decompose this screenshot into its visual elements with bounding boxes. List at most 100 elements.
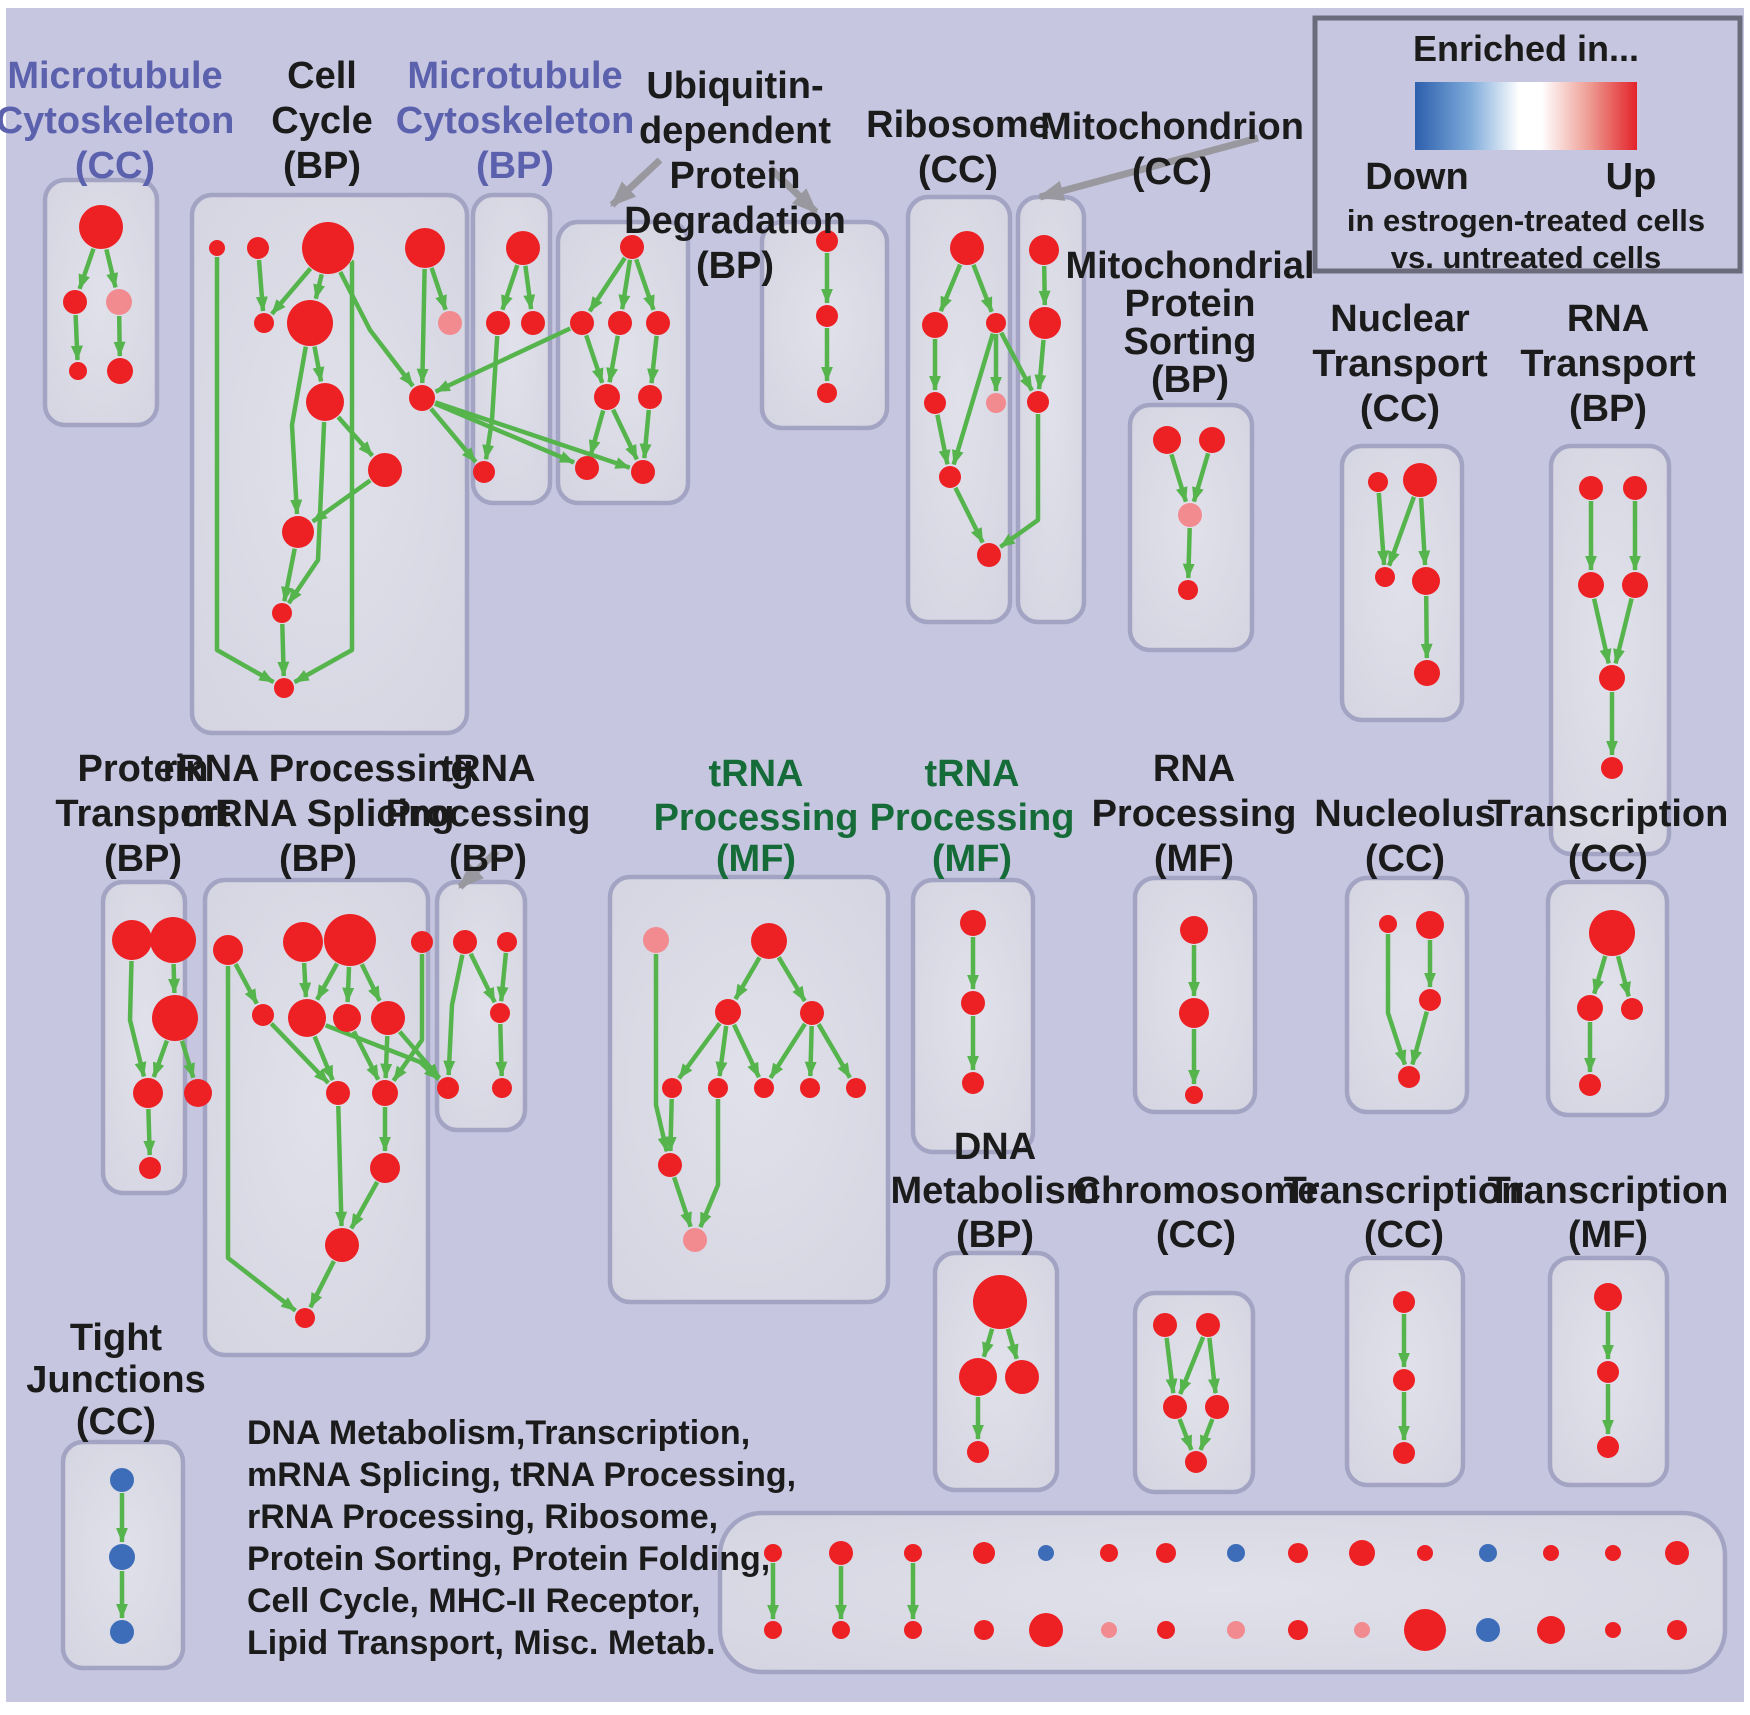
go-term-node-protein_transport-2 — [152, 995, 198, 1041]
legend-context-line-2: vs. untreated cells — [1391, 240, 1662, 275]
cluster-label-trna-processing-bp-line-2: (BP) — [449, 838, 527, 880]
cross-edge-ribosome-to-mitochondrion — [999, 331, 1034, 392]
go-term-node-summary-4 — [1038, 1545, 1054, 1561]
cluster-label-tight-junctions-cc-line-2: (CC) — [76, 1401, 156, 1443]
cluster-label-ubiquitin-bp-line-4: (BP) — [696, 245, 774, 287]
cluster-label-nuclear-transport-cc-line-1: Transport — [1312, 343, 1488, 385]
go-term-node-trna_mf_2-1 — [961, 991, 985, 1015]
cluster-label-transcription-cc-2-line-0: Transcription — [1284, 1170, 1525, 1212]
go-term-node-cell_cycle-9 — [282, 516, 314, 548]
legend-down-label: Down — [1365, 156, 1468, 198]
cluster-label-tight-junctions-cc-line-0: Tight — [70, 1317, 163, 1359]
go-term-node-rrna_processing-12 — [295, 1308, 315, 1328]
edge-cell_cycle — [255, 259, 268, 312]
edge-rrna_processing — [308, 1260, 336, 1309]
go-term-node-mps-3 — [1178, 580, 1198, 600]
go-term-node-cell_cycle-1 — [247, 237, 269, 259]
go-term-node-summary-19 — [1029, 1613, 1063, 1647]
edge-chromosome — [1198, 1418, 1215, 1451]
cluster-label-mitochondrial-protein-sorting-bp-line-1: Protein — [1125, 283, 1256, 325]
edge-ribosome — [971, 263, 994, 313]
go-term-node-summary-2 — [904, 1544, 922, 1562]
edge-trna_bp — [443, 954, 465, 1076]
go-term-node-nuclear_transport-2 — [1375, 567, 1395, 587]
go-term-node-nuclear_transport-1 — [1403, 463, 1437, 497]
cluster-label-rna-processing-mf-line-0: RNA — [1153, 748, 1235, 790]
edge-trna_mf_1 — [653, 954, 670, 1153]
go-term-node-cell_cycle-11 — [274, 678, 294, 698]
edge-rrna_processing — [233, 963, 259, 1005]
edge-cell_cycle — [311, 478, 372, 524]
go-term-node-nucleolus-3 — [1398, 1066, 1420, 1088]
edge-microtubule_cc — [113, 315, 126, 357]
edges-layer — [70, 247, 1641, 1620]
go-term-node-rna_mf-0 — [1180, 916, 1208, 944]
go-term-node-mps-0 — [1153, 426, 1181, 454]
cluster-label-ubiquitin-bp-line-1: dependent — [639, 110, 831, 152]
go-term-node-rna_mf-2 — [1185, 1086, 1203, 1104]
go-term-node-rna_transport-1 — [1623, 476, 1647, 500]
go-term-node-transcription_cc_2-2 — [1393, 1442, 1415, 1464]
go-term-node-transcription_cc_1-1 — [1577, 995, 1603, 1021]
edge-microtubule_cc — [104, 248, 119, 289]
cluster-label-trna-processing-bp-line-0: tRNA — [441, 748, 536, 790]
cluster-label-dna-metabolism-bp-line-2: (BP) — [956, 1214, 1034, 1256]
cluster-box-chromosome — [1132, 1290, 1256, 1495]
cluster-label-mitochondrial-protein-sorting-bp-line-2: Sorting — [1124, 321, 1257, 363]
go-term-node-trna_mf_1-10 — [683, 1228, 707, 1252]
go-term-node-trna_mf_1-4 — [662, 1078, 682, 1098]
go-term-node-summary-26 — [1476, 1618, 1500, 1642]
edge-ubiquitin_1 — [611, 408, 639, 461]
legend-context-line-1: in estrogen-treated cells — [1347, 203, 1705, 238]
edge-ribosome — [953, 486, 985, 544]
go-term-node-rrna_processing-11 — [325, 1228, 359, 1262]
go-term-node-ribosome-2 — [986, 313, 1006, 333]
cluster-label-rna-transport-bp-line-1: Transport — [1520, 343, 1696, 385]
go-term-node-chromosome-0 — [1153, 1313, 1177, 1337]
go-term-node-trna_bp-0 — [453, 930, 477, 954]
cluster-label-dna-metabolism-bp-line-1: Metabolism — [890, 1170, 1099, 1212]
edge-trna_mf_1 — [671, 1176, 693, 1228]
cluster-label-microtubule-bp-line-1: Cytoskeleton — [396, 100, 635, 142]
go-term-node-rrna_processing-4 — [252, 1004, 274, 1026]
edge-dna_metabolism — [981, 1328, 995, 1358]
go-term-node-trna_mf_1-6 — [754, 1078, 774, 1098]
edge-mitochondrion — [1038, 265, 1051, 306]
cluster-label-protein-transport-bp-line-0: Protein — [78, 748, 209, 790]
edge-protein_transport — [143, 1108, 156, 1156]
go-term-node-protein_transport-3 — [133, 1078, 163, 1108]
go-term-node-rna_mf-1 — [1179, 998, 1209, 1028]
annotation-arrow-mitochondrion-to-box — [1037, 134, 1259, 201]
summary-note-line-4: Cell Cycle, MHC-II Receptor, — [247, 1582, 700, 1620]
cluster-label-ribosome-cc-line-1: (CC) — [918, 149, 998, 191]
go-term-node-microtubule_cc-1 — [63, 290, 87, 314]
cross-edge-cell_cycle-to-microtubule_bp — [429, 407, 478, 464]
cluster-label-transcription-mf-line-0: Transcription — [1488, 1170, 1729, 1212]
edge-trna_mf_1 — [816, 1023, 852, 1079]
cross-edge-cell_cycle-to-ubiquitin_1 — [434, 400, 631, 470]
summary-note-line-3: Protein Sorting, Protein Folding, — [247, 1540, 770, 1578]
cluster-label-cell-cycle-line-0: Cell — [287, 55, 357, 97]
cluster-label-rna-processing-mf-line-2: (MF) — [1154, 838, 1234, 880]
go-term-node-summary-13 — [1605, 1545, 1621, 1561]
cluster-label-rrna-processing-mrna-splicing-bp-line-2: (BP) — [279, 838, 357, 880]
go-term-node-ubiquitin_2-0 — [816, 230, 838, 252]
go-term-node-ubiquitin_2-1 — [816, 305, 838, 327]
edge-cell_cycle — [286, 421, 327, 605]
edge-rrna_processing — [315, 962, 339, 1001]
cross-edge-cell_cycle-to-ubiquitin_1 — [434, 401, 575, 465]
cluster-label-mitochondrion-cc-line-0: Mitochondrion — [1040, 106, 1304, 148]
go-term-node-rrna_processing-10 — [370, 1153, 400, 1183]
edge-trna_mf_1 — [733, 956, 762, 1001]
go-term-node-rrna_processing-1 — [283, 922, 323, 962]
go-term-node-ribosome-3 — [924, 392, 946, 414]
cluster-label-microtubule-cc-line-2: (CC) — [75, 145, 155, 187]
go-term-node-cell_cycle-5 — [287, 300, 333, 346]
cluster-label-nucleolus-cc-line-0: Nucleolus — [1314, 793, 1496, 835]
go-term-node-ubiquitin_1-0 — [620, 235, 644, 259]
edge-microtubule_bp — [523, 265, 536, 310]
cluster-label-ubiquitin-bp-line-0: Ubiquitin- — [646, 65, 823, 107]
go-term-node-rrna_processing-0 — [213, 935, 243, 965]
go-term-node-summary-27 — [1537, 1616, 1565, 1644]
